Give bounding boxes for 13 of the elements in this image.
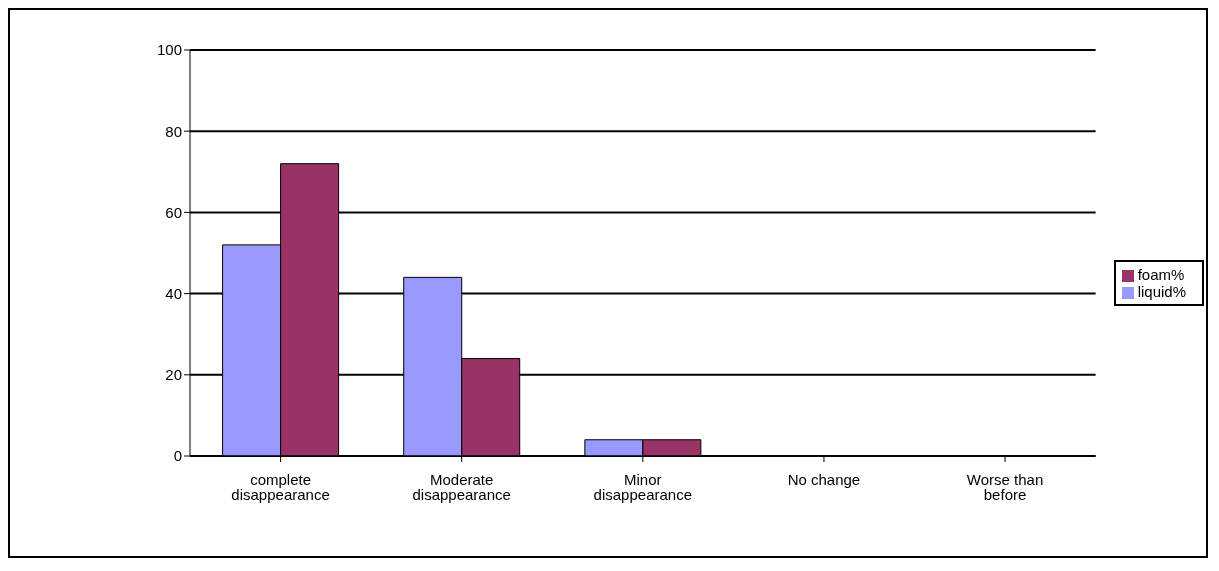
x-tick-label: Worse than before xyxy=(966,470,1044,503)
legend-label: liquid% xyxy=(1137,283,1186,300)
legend-label: foam% xyxy=(1137,266,1185,283)
x-tick-label: Moderate disappearance xyxy=(412,470,511,503)
y-tick-label: 80 xyxy=(165,122,182,140)
y-tick-label: 0 xyxy=(173,447,182,465)
x-tick-label: No change xyxy=(787,470,861,488)
y-tick-label: 100 xyxy=(156,41,182,59)
x-tick-label: Minor disappearance xyxy=(593,470,693,503)
y-tick-label: 20 xyxy=(165,366,182,384)
y-tick-label: 40 xyxy=(165,284,182,302)
x-tick-label: complete disappearance xyxy=(231,470,330,503)
y-tick-label: 60 xyxy=(165,203,182,221)
